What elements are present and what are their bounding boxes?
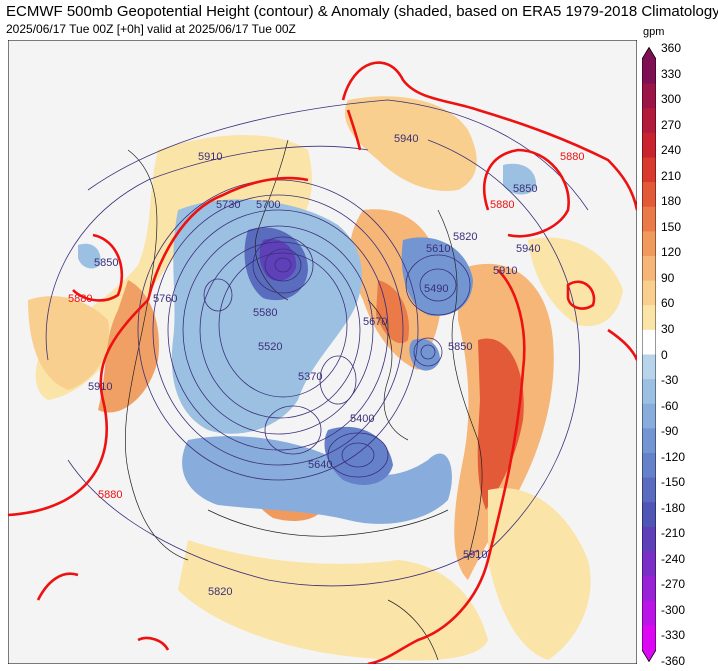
contour-label: 5820	[208, 586, 232, 598]
anomaly-region-atlantic	[344, 96, 477, 191]
contour-label: 5880	[560, 151, 584, 163]
colorbar-tick-label: -90	[661, 424, 679, 439]
colorbar	[641, 46, 657, 663]
anomaly-region-canada-core	[98, 280, 159, 413]
polar-map: 5910 5940 5880 5850 5730 5700 5760 5580 …	[8, 40, 637, 664]
contour-label: 5610	[426, 243, 450, 255]
colorbar-tick-label: 0	[661, 347, 668, 362]
colorbar-band	[642, 428, 656, 454]
colorbar-tick-label: -120	[661, 449, 686, 464]
colorbar-tick-label: -300	[661, 602, 686, 617]
colorbar-tick-label: -150	[661, 475, 686, 490]
contour-label: 5700	[256, 199, 280, 211]
colorbar-band	[642, 231, 656, 257]
colorbar-band	[642, 403, 656, 429]
colorbar-tick-label: 330	[661, 66, 682, 81]
colorbar-band	[642, 280, 656, 306]
contour-label: 5850	[94, 257, 118, 269]
colorbar-band	[642, 157, 656, 183]
colorbar-tick-label: 240	[661, 143, 682, 158]
anomaly-region-west	[28, 296, 109, 390]
contour-label: 5730	[216, 199, 240, 211]
colorbar-tick-label: -180	[661, 500, 686, 515]
contour-label: 5910	[493, 265, 517, 277]
colorbar-tick-label: -60	[661, 398, 679, 413]
colorbar-band	[642, 305, 656, 331]
colorbar-tick-label: 360	[661, 41, 682, 55]
contour-label: 5400	[350, 413, 374, 425]
colorbar-tick-label: -240	[661, 551, 686, 566]
colorbar-tick-label: -360	[661, 654, 686, 668]
colorbar-band	[642, 477, 656, 503]
colorbar-tick-label: -30	[661, 373, 679, 388]
colorbar-band	[642, 59, 656, 85]
colorbar-band	[642, 132, 656, 158]
colorbar-tick-label: 120	[661, 245, 682, 260]
contour-label: 5670	[363, 316, 387, 328]
anomaly-region-pacific-low	[182, 436, 452, 524]
coastlines	[124, 139, 483, 661]
colorbar-band	[642, 526, 656, 552]
contour-label: 5910	[88, 381, 112, 393]
contour-label: 5580	[253, 307, 277, 319]
anomaly-region-siberia	[401, 237, 473, 316]
colorbar-band	[642, 329, 656, 355]
contour-label: 5760	[153, 293, 177, 305]
contour-label: 5910	[463, 549, 487, 561]
anomaly-region-pacific-core	[324, 426, 393, 485]
contour-label: 5940	[516, 243, 540, 255]
anomaly-region-south	[178, 540, 488, 661]
colorbar-bottom-arrow	[642, 650, 656, 662]
contour-label: 5520	[258, 341, 282, 353]
colorbar-tick-label: 60	[661, 296, 675, 311]
contour-label: 5880	[98, 489, 122, 501]
colorbar-tick-label: 270	[661, 117, 682, 132]
contour-label: 5640	[308, 459, 332, 471]
colorbar-band	[642, 206, 656, 232]
colorbar-band	[642, 551, 656, 577]
contour-label: 5370	[298, 371, 322, 383]
contour-label: 5490	[424, 283, 448, 295]
colorbar-tick-label: -270	[661, 577, 686, 592]
colorbar-band	[642, 379, 656, 405]
colorbar-band	[642, 625, 656, 651]
colorbar-band	[642, 83, 656, 109]
anomaly-region-polar-low	[171, 199, 362, 434]
map-title: ECMWF 500mb Geopotential Height (contour…	[6, 3, 718, 20]
colorbar-tick-label: 210	[661, 168, 682, 183]
anomaly-region-west-small	[78, 243, 101, 269]
contour-5880-highlight	[8, 61, 637, 664]
height-contours	[45, 99, 589, 587]
colorbar-band	[642, 256, 656, 282]
contour-label: 5940	[394, 133, 418, 145]
colorbar-band	[642, 576, 656, 602]
anomaly-region-pacific-small	[503, 163, 537, 195]
map-subtitle: 2025/06/17 Tue 00Z [+0h] valid at 2025/0…	[6, 22, 296, 36]
colorbar-tick-label: 150	[661, 219, 682, 234]
colorbar-unit: gpm	[643, 26, 665, 38]
colorbar-tick-label: 300	[661, 92, 682, 107]
colorbar-band	[642, 354, 656, 380]
colorbar-tick-label: -330	[661, 628, 686, 643]
contour-label: 5880	[490, 199, 514, 211]
colorbar-tick-label: 180	[661, 194, 682, 209]
anomaly-region-europe-core	[376, 280, 409, 344]
colorbar-band	[642, 108, 656, 134]
colorbar-band	[642, 453, 656, 479]
contour-label: 5910	[198, 151, 222, 163]
colorbar-top-arrow	[642, 47, 656, 59]
colorbar-band	[642, 182, 656, 208]
contour-label: 5850	[448, 341, 472, 353]
anomaly-region-asia-core	[477, 338, 524, 510]
colorbar-tick-label: -210	[661, 526, 686, 541]
contour-label: 5880	[68, 293, 92, 305]
colorbar-tick-label: 90	[661, 270, 675, 285]
contour-label: 5820	[453, 231, 477, 243]
contour-labels: 5910 5940 5880 5850 5730 5700 5760 5580 …	[68, 133, 584, 598]
anomaly-region-southeast	[488, 488, 591, 660]
colorbar-band	[642, 502, 656, 528]
contour-label: 5850	[513, 183, 537, 195]
colorbar-tick-label: 30	[661, 321, 675, 336]
colorbar-band	[642, 600, 656, 626]
